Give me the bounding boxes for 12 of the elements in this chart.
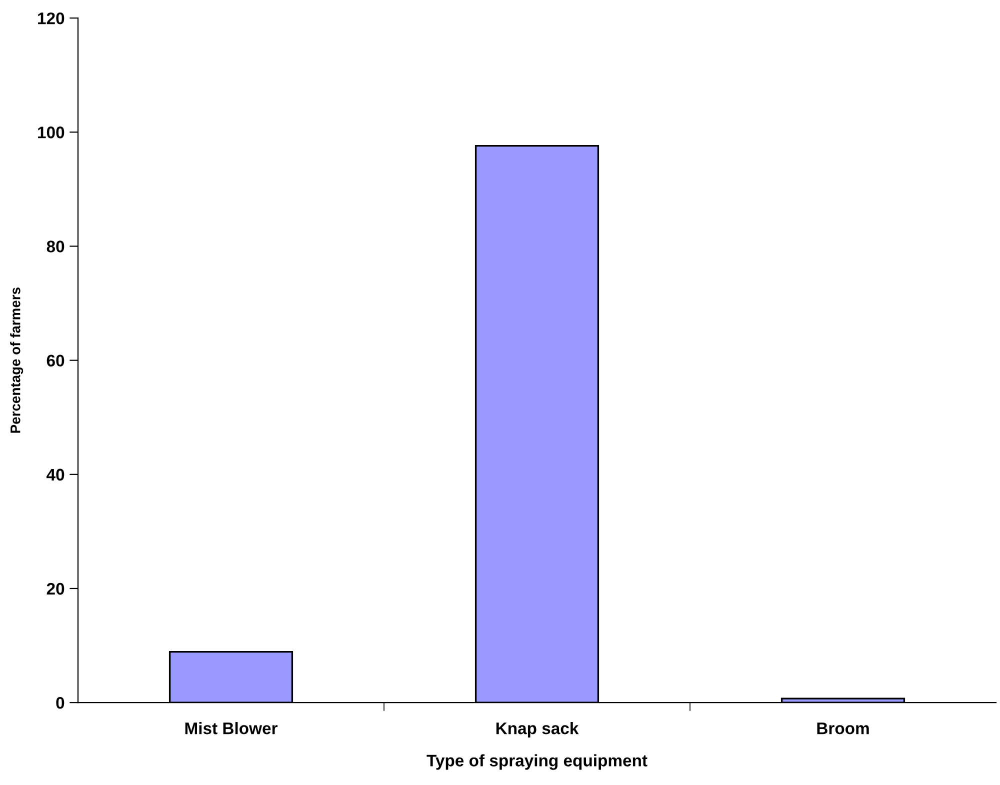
y-tick-label: 100 xyxy=(38,126,64,138)
y-tick-label: 20 xyxy=(46,582,64,595)
x-tick-label: Broom xyxy=(817,722,869,734)
y-tick-label: 120 xyxy=(38,12,64,24)
x-tick-label: Mist Blower xyxy=(185,722,278,734)
x-tick-label: Knap sack xyxy=(496,722,579,738)
y-tick-label: 80 xyxy=(46,240,64,252)
y-tick-label: 0 xyxy=(56,696,64,709)
y-tick-label: 60 xyxy=(46,354,64,367)
y-tick-label: 40 xyxy=(46,468,64,481)
x-axis-title: Type of spraying equipment xyxy=(426,754,648,770)
y-axis-title: Percentage of farmers xyxy=(10,288,24,433)
